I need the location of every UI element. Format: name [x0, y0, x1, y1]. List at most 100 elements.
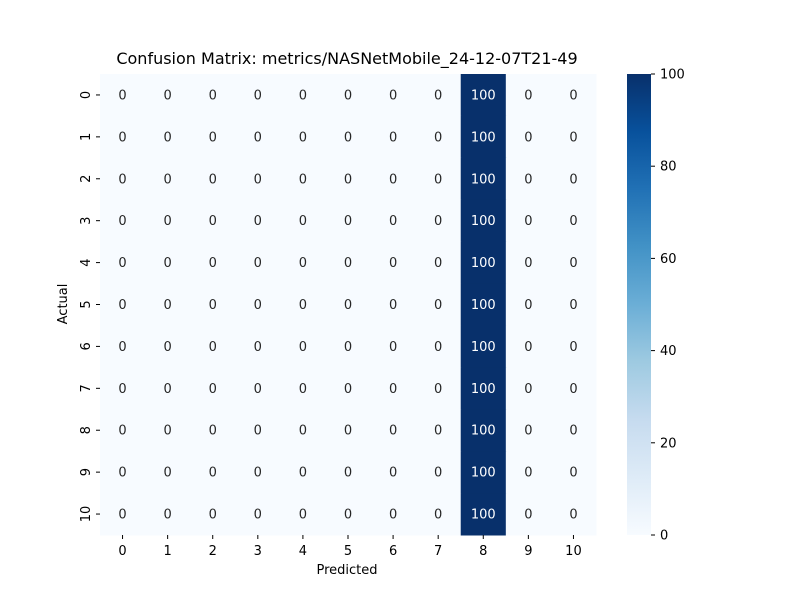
cell-value-label: 0 — [344, 508, 352, 523]
y-axis-label: Actual — [56, 284, 71, 325]
cell-value-label: 0 — [524, 130, 532, 145]
heatmap-cell — [370, 157, 417, 201]
cell-value-label: 0 — [389, 130, 397, 145]
heatmap-cell — [370, 325, 417, 368]
heatmap-cell — [145, 409, 191, 452]
cell-value-label: 0 — [118, 508, 126, 523]
cell-value-label: 0 — [569, 88, 577, 103]
x-tick-label: 0 — [118, 544, 126, 559]
cell-value-label: 0 — [299, 466, 307, 481]
cell-value-label: 0 — [524, 256, 532, 271]
heatmap-cell — [190, 409, 236, 452]
heatmap-cell — [145, 493, 191, 536]
cell-value-label: 0 — [299, 172, 307, 187]
heatmap-cell — [370, 115, 417, 159]
heatmap-cell — [325, 157, 372, 201]
heatmap-cell — [235, 325, 281, 368]
heatmap-cell — [100, 199, 146, 243]
heatmap-cell — [415, 157, 462, 201]
colorbar-tick-label: 0 — [660, 529, 668, 544]
heatmap-cell — [145, 157, 191, 201]
heatmap-cell — [280, 74, 326, 117]
cell-value-label: 0 — [434, 298, 442, 313]
heatmap-cell — [235, 199, 281, 243]
colorbar-tick-label: 80 — [660, 160, 677, 175]
x-axis-label: Predicted — [316, 563, 377, 578]
heatmap-cell — [370, 241, 417, 285]
heatmap-cell — [190, 325, 236, 368]
heatmap-cell — [550, 199, 597, 243]
x-tick-label: 3 — [254, 544, 262, 559]
heatmap-cell — [325, 493, 372, 536]
cell-value-label: 0 — [524, 340, 532, 355]
cell-value-label: 0 — [434, 88, 442, 103]
cell-value-label: 0 — [299, 340, 307, 355]
cell-value-label: 0 — [209, 340, 217, 355]
cell-value-label: 0 — [209, 508, 217, 523]
cell-value-label: 0 — [524, 466, 532, 481]
heatmap-cell — [100, 74, 146, 117]
heatmap-cell — [190, 199, 236, 243]
cell-value-label: 0 — [344, 130, 352, 145]
heatmap-cell — [325, 241, 372, 285]
heatmap-cell — [550, 325, 597, 368]
heatmap-cell — [370, 199, 417, 243]
cell-value-label: 0 — [524, 88, 532, 103]
colorbar-tick-label: 60 — [660, 252, 677, 267]
cell-value-label: 0 — [209, 172, 217, 187]
cell-value-label: 0 — [344, 340, 352, 355]
heatmap-cell — [280, 283, 326, 326]
cell-value-label: 100 — [471, 298, 496, 313]
cell-value-label: 0 — [118, 424, 126, 439]
cell-value-label: 100 — [471, 382, 496, 397]
heatmap-cell — [550, 241, 597, 285]
heatmap-cell — [235, 409, 281, 452]
heatmap-cell — [460, 115, 507, 159]
heatmap-cell — [100, 283, 146, 326]
heatmap-cell — [235, 367, 281, 410]
colorbar-tick-label: 100 — [660, 68, 685, 83]
heatmap-cell-labels: 0 0 0 0 0 0 0 0 100 0 0 0 0 0 0 0 0 0 0 100 0 0 0 0 0 0 0 0 0 0 100 0 0 0… — [118, 88, 577, 522]
x-tick-label: 5 — [344, 544, 352, 559]
x-tick-label: 9 — [524, 544, 532, 559]
cell-value-label: 0 — [118, 340, 126, 355]
cell-value-label: 0 — [163, 214, 171, 229]
cell-value-label: 0 — [434, 508, 442, 523]
heatmap-cell — [190, 115, 236, 159]
cell-value-label: 0 — [569, 256, 577, 271]
heatmap-cell — [460, 367, 507, 410]
cell-value-label: 0 — [163, 466, 171, 481]
x-tick-label: 10 — [565, 544, 582, 559]
cell-value-label: 0 — [344, 466, 352, 481]
cell-value-label: 0 — [389, 172, 397, 187]
heatmap-cell — [235, 241, 281, 285]
heatmap-cell — [505, 493, 552, 536]
heatmap-cell — [325, 451, 372, 494]
heatmap-cell — [460, 493, 507, 536]
colorbar: 0 20 40 60 80 100 — [627, 68, 685, 544]
cell-value-label: 0 — [209, 298, 217, 313]
colorbar-tick-label: 20 — [660, 436, 677, 451]
heatmap-cell — [505, 409, 552, 452]
heatmap-cell — [505, 241, 552, 285]
heatmap-cell — [325, 367, 372, 410]
heatmap-cell — [190, 493, 236, 536]
heatmap-cell — [370, 74, 417, 117]
heatmap-cell — [190, 157, 236, 201]
cell-value-label: 0 — [118, 298, 126, 313]
x-tick-label: 8 — [479, 544, 487, 559]
heatmap-cell — [145, 115, 191, 159]
heatmap-cell — [145, 283, 191, 326]
cell-value-label: 0 — [118, 172, 126, 187]
heatmap-cell — [100, 157, 146, 201]
heatmap-cell — [460, 283, 507, 326]
heatmap-cell — [280, 199, 326, 243]
cell-value-label: 0 — [389, 466, 397, 481]
heatmap-cell — [505, 74, 552, 117]
cell-value-label: 0 — [524, 508, 532, 523]
cell-value-label: 0 — [389, 424, 397, 439]
heatmap-cell — [100, 409, 146, 452]
colorbar-tick-label: 40 — [660, 344, 677, 359]
cell-value-label: 0 — [254, 382, 262, 397]
y-tick-label: 9 — [79, 468, 94, 476]
